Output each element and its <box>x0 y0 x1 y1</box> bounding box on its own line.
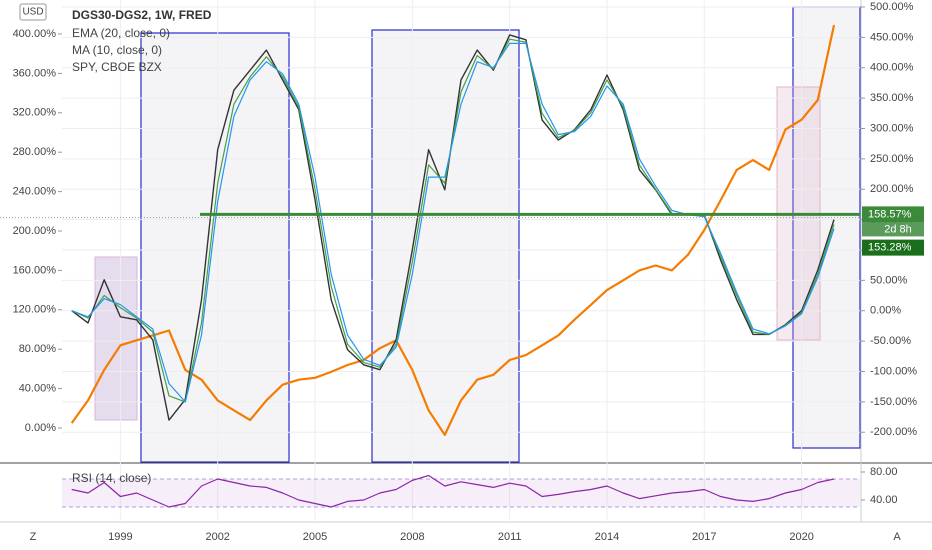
price-label: 158.57% <box>868 208 912 220</box>
price-label-box <box>862 239 924 256</box>
range-box <box>792 6 861 449</box>
y-tick-label: 0.00% <box>25 422 56 434</box>
countdown-box <box>862 222 924 237</box>
y2-tick-label: 500.00% <box>870 1 914 13</box>
y2-tick-label: -100.00% <box>870 365 917 377</box>
drawings <box>94 6 861 463</box>
y2-tick-label: 50.00% <box>870 274 908 286</box>
y2-tick-label: 300.00% <box>870 122 914 134</box>
range-box <box>140 32 290 463</box>
x-tick-label: 2011 <box>498 531 522 543</box>
y-tick-label: 400.00% <box>13 28 57 40</box>
rsi-line <box>71 474 835 508</box>
y-tick-label: 320.00% <box>13 107 57 119</box>
price-label-box <box>862 206 924 223</box>
y-tick-label: 200.00% <box>13 225 57 237</box>
currency-box <box>19 3 47 21</box>
y-tick-label: 160.00% <box>13 264 57 276</box>
legend-entry: MA (10, close, 0) <box>72 43 162 57</box>
y-tick-label: 80.00% <box>19 343 57 355</box>
rsi-band <box>62 478 860 507</box>
y2-tick-label: 200.00% <box>870 183 914 195</box>
legend-title: DGS30-DGS2, 1W, FRED <box>72 8 212 22</box>
currency: USD <box>22 7 43 18</box>
y-tick-label: 40.00% <box>19 383 57 395</box>
series-line <box>70 24 836 436</box>
x-tick-label: 2014 <box>595 531 619 543</box>
y2-tick-label: -200.00% <box>870 426 917 438</box>
corner-button[interactable]: A <box>893 531 901 543</box>
y2-tick-label: -150.00% <box>870 396 917 408</box>
x-tick-label: 2008 <box>400 531 424 543</box>
y-tick-label: 280.00% <box>13 146 57 158</box>
legend-entry: SPY, CBOE BZX <box>72 60 162 74</box>
rsi-tick-label: 40.00 <box>870 494 898 506</box>
x-tick-label: 2002 <box>205 531 229 543</box>
x-tick-label: 2017 <box>692 531 716 543</box>
corner-button[interactable]: Z <box>30 531 37 543</box>
x-tick-label: 1999 <box>108 531 132 543</box>
y-tick-label: 240.00% <box>13 186 57 198</box>
y2-tick-label: 0.00% <box>870 305 901 317</box>
x-tick-label: 2005 <box>303 531 327 543</box>
rsi-tick-label: 80.00 <box>870 466 898 478</box>
series-line <box>71 42 835 403</box>
y-tick-label: 120.00% <box>13 304 57 316</box>
legend-entry: EMA (20, close, 0) <box>72 26 170 40</box>
countdown: 2d 8h <box>884 223 912 235</box>
y2-tick-label: 450.00% <box>870 31 914 43</box>
y2-tick-label: 400.00% <box>870 62 914 74</box>
y2-tick-label: 350.00% <box>870 92 914 104</box>
range-box <box>371 29 520 463</box>
y2-tick-label: 250.00% <box>870 153 914 165</box>
rsi-title: RSI (14, close) <box>72 471 151 485</box>
y2-tick-label: -50.00% <box>870 335 911 347</box>
y-tick-label: 360.00% <box>13 67 57 79</box>
price-label: 153.28% <box>868 242 912 254</box>
highlight-box <box>94 256 138 421</box>
legend: DGS30-DGS2, 1W, FRED EMA (20, close, 0) … <box>72 8 212 485</box>
x-tick-label: 2020 <box>789 531 813 543</box>
